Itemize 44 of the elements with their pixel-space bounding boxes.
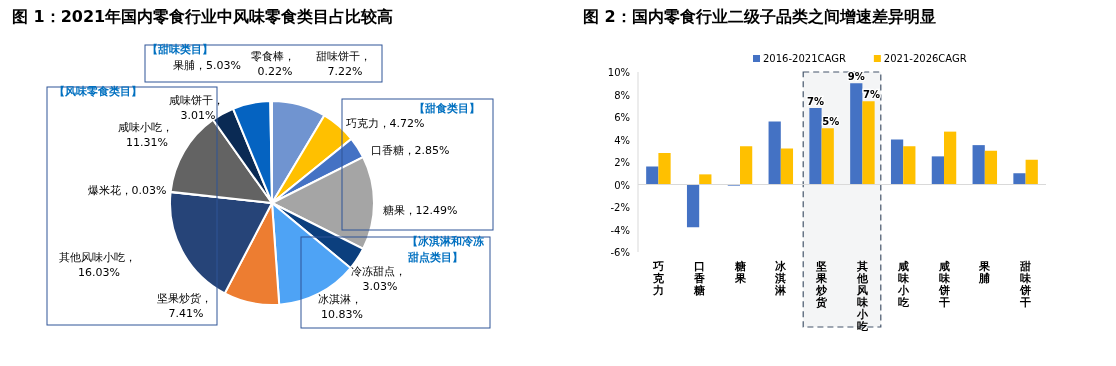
y-tick-label: 8% (614, 89, 630, 101)
data-label: 7% (863, 89, 881, 101)
y-tick-label: 2% (614, 157, 630, 168)
y-tick-label: 6% (614, 112, 630, 123)
y-tick-label: 10% (607, 67, 630, 78)
x-tick-label: 口香糖 (692, 260, 706, 297)
text: 【甜味类目】 (147, 43, 213, 56)
x-tick-label: 咸味小吃 (896, 260, 910, 309)
x-tick-label: 巧克力 (651, 260, 665, 297)
text: 【甜食类目】 (414, 102, 480, 115)
data-label: 5% (822, 116, 840, 128)
slice-label: 零食棒，0.22% (251, 50, 295, 78)
x-tick-label: 糖果 (733, 260, 747, 285)
y-tick-label: -4% (610, 224, 630, 236)
slice-label: 爆米花，0.03% (87, 184, 167, 197)
x-tick-label: 冰淇淋 (774, 260, 788, 297)
y-tick-label: -2% (610, 202, 630, 213)
legend-label: 2016-2021CAGR (763, 53, 846, 64)
slice-label: 咸味小吃，11.31% (117, 121, 173, 149)
slice-label: 坚果炒货，7.41% (156, 292, 212, 320)
data-label: 7% (806, 96, 824, 107)
chart-title: 图 1：2021年国内零食行业中风味零食类目占比较高 (12, 7, 394, 26)
slice-label: 咸味饼干，3.01% (168, 94, 224, 122)
y-tick-label: 0% (614, 179, 630, 191)
data-label: 9% (847, 71, 865, 83)
slice-label: 冷冻甜点，3.03% (350, 265, 406, 293)
slice-label: 糖果，12.49% (382, 204, 458, 217)
x-tick-label: 果脯 (978, 260, 992, 285)
y-tick-label: 4% (614, 134, 630, 146)
chart-title: 图 2：国内零食行业二级子品类之间增速差异明显 (583, 7, 936, 26)
text: 【风味零食类目】 (54, 85, 142, 98)
slice-label: 口香糖，2.85% (370, 144, 450, 157)
x-tick-label: 咸味饼干 (937, 260, 951, 309)
y-tick-label: -6% (610, 247, 630, 258)
slice-label: 果脯，5.03% (173, 59, 241, 72)
x-tick-label: 坚果炒货 (815, 260, 829, 309)
slice-label: 甜味饼干，7.22% (315, 50, 371, 78)
legend-label: 2021-2026CAGR (883, 53, 967, 64)
slice-label: 其他风味小吃，16.03% (58, 251, 136, 279)
slice-label: 冰淇淋，10.83% (318, 293, 363, 321)
text: 【冰淇淋和冷冻甜点类目】 (406, 235, 485, 264)
x-tick-label: 其他风味小吃 (855, 260, 869, 333)
slice-label: 巧克力，4.72% (345, 117, 425, 130)
x-tick-label: 甜味饼干 (1019, 260, 1033, 309)
